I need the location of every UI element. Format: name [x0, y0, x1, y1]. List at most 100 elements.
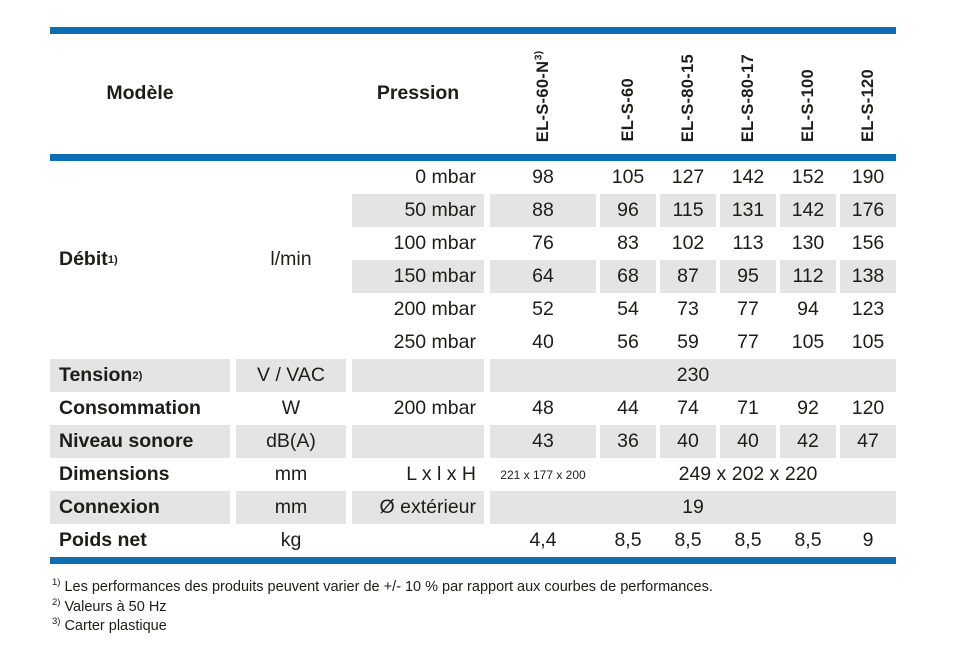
row-consommation: Consommation W 200 mbar 48 44 74 71 92 1… [50, 392, 896, 425]
pressure-label: 150 mbar [352, 260, 484, 293]
row-connexion: Connexion mm Ø extérieur 19 [50, 491, 896, 524]
table-cell: 102 [671, 231, 705, 254]
row-label-tension: Tension 2) [50, 359, 230, 392]
table-cell: 94 [797, 297, 819, 320]
pressure-label: 200 mbar [393, 297, 476, 320]
table-cell: 56 [617, 330, 639, 353]
table-cell: 96 [600, 194, 656, 227]
table-cell: 4,4 [529, 528, 557, 551]
table-cell: 40 [720, 425, 776, 458]
unit-debit: l/min [270, 248, 312, 271]
unit-poids-net: kg [280, 528, 302, 551]
unit-consommation: W [281, 396, 301, 419]
footnote-marker: 1) [52, 577, 61, 589]
footnote-1: 1) Les performances des produits peuvent … [52, 577, 713, 595]
footnote-3: 3) Carter plastique [52, 616, 167, 634]
table-cell: 105 [851, 330, 885, 353]
debit-section: Débit 1) l/min 0 mbar 98 105 127 142 152 … [50, 161, 896, 359]
table-cell: 73 [677, 297, 699, 320]
table-cell: 8,5 [674, 528, 702, 551]
table-header-row: Modèle Pression EL-S-60-N3) EL-S-60 EL-S… [50, 34, 896, 154]
row-label-niveau-sonore: Niveau sonore [50, 425, 230, 458]
column-header-model-2: EL-S-60 [600, 34, 656, 154]
table-cell: 123 [851, 297, 885, 320]
table-cell: 131 [720, 194, 776, 227]
unit-dimensions: mm [274, 462, 308, 485]
table-cell: 64 [490, 260, 596, 293]
pressure-label: 0 mbar [415, 165, 476, 188]
model-name-rotated: EL-S-80-17 [738, 53, 757, 142]
table-cell: 95 [720, 260, 776, 293]
column-header-model-4: EL-S-80-17 [720, 34, 776, 154]
pressure-label: 200 mbar [393, 396, 476, 419]
table-cell: 74 [677, 396, 699, 419]
pressure-label: L x l x H [406, 462, 476, 485]
table-cell: 42 [780, 425, 836, 458]
row-poids-net: Poids net kg 4,4 8,5 8,5 8,5 8,5 9 [50, 524, 896, 557]
model-name-rotated: EL-S-80-15 [678, 53, 697, 142]
table-cell: 40 [532, 330, 554, 353]
row-label-poids-net: Poids net [59, 528, 147, 551]
row-label-dimensions: Dimensions [59, 462, 170, 485]
table-cell: 40 [660, 425, 716, 458]
footnote-2: 2) Valeurs à 50 Hz [52, 596, 167, 615]
footnote-marker: 2) [52, 596, 61, 608]
table-cell: 88 [490, 194, 596, 227]
model-name-rotated: EL-S-60 [618, 78, 637, 142]
table-cell: 92 [797, 396, 819, 419]
pression-header-label: Pression [376, 82, 460, 105]
row-dimensions: Dimensions mm L x l x H 221 x 177 x 200 … [50, 458, 896, 491]
dimensions-value-first: 221 x 177 x 200 [500, 467, 586, 482]
table-cell: 59 [677, 330, 699, 353]
column-header-modele: Modèle [50, 34, 230, 154]
table-cell: 113 [732, 231, 764, 254]
pressure-label: 250 mbar [393, 330, 476, 353]
table-cell: 142 [731, 165, 765, 188]
modele-header-label: Modèle [106, 82, 174, 105]
table-cell: 36 [600, 425, 656, 458]
table-cell: 47 [840, 425, 896, 458]
table-cell: 71 [737, 396, 759, 419]
pressure-label [352, 524, 484, 557]
unit-tension: V / VAC [236, 359, 346, 392]
table-cell: 152 [791, 165, 825, 188]
column-header-model-3: EL-S-80-15 [660, 34, 716, 154]
column-header-model-1: EL-S-60-N3) [490, 34, 596, 154]
table-cell: 9 [862, 528, 874, 551]
row-label-consommation: Consommation [59, 396, 201, 419]
pressure-label: 100 mbar [393, 231, 476, 254]
table-cell: 43 [490, 425, 596, 458]
footnote-marker: 3) [52, 616, 61, 628]
table-cell: 8,5 [794, 528, 822, 551]
table-cell: 127 [671, 165, 705, 188]
pressure-label [352, 425, 484, 458]
table-cell: 156 [851, 231, 885, 254]
unit-niveau-sonore: dB(A) [236, 425, 346, 458]
header-rule [50, 154, 896, 161]
pressure-label: Ø extérieur [352, 491, 484, 524]
table-cell: 8,5 [734, 528, 762, 551]
table-cell: 190 [851, 165, 885, 188]
table-cell: 130 [791, 231, 825, 254]
table-cell: 77 [737, 297, 759, 320]
footnotes: 1) Les performances des produits peuvent … [52, 578, 713, 637]
table-cell: 105 [611, 165, 645, 188]
table-cell: 138 [840, 260, 896, 293]
table-cell: 8,5 [614, 528, 642, 551]
column-header-model-6: EL-S-120 [840, 34, 896, 154]
merged-value-connexion: 19 [490, 491, 896, 524]
row-niveau-sonore: Niveau sonore dB(A) 43 36 40 40 42 47 [50, 425, 896, 458]
spec-table: Modèle Pression EL-S-60-N3) EL-S-60 EL-S… [50, 27, 896, 564]
merged-value-tension: 230 [490, 359, 896, 392]
table-cell: 112 [780, 260, 836, 293]
table-cell: 54 [617, 297, 639, 320]
row-tension: Tension 2) V / VAC 230 [50, 359, 896, 392]
top-rule [50, 27, 896, 34]
table-cell: 52 [532, 297, 554, 320]
pressure-label [352, 359, 484, 392]
table-cell: 48 [532, 396, 554, 419]
row-label-debit: Débit 1) [59, 248, 118, 271]
table-cell: 87 [660, 260, 716, 293]
model-name-rotated: EL-S-60-N3) [533, 50, 552, 142]
table-cell: 98 [532, 165, 554, 188]
